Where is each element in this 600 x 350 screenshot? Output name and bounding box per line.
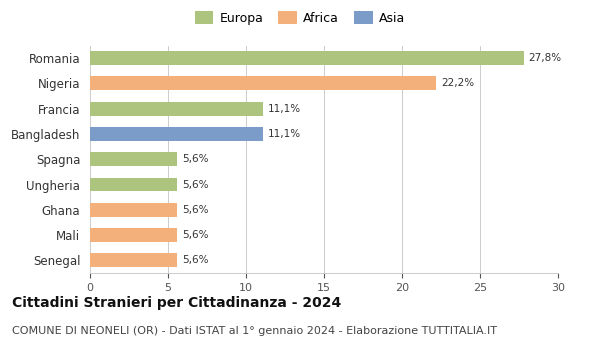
Bar: [90, 177, 178, 191]
Text: Cittadini Stranieri per Cittadinanza - 2024: Cittadini Stranieri per Cittadinanza - 2…: [12, 296, 341, 310]
Text: 27,8%: 27,8%: [529, 53, 562, 63]
Text: 11,1%: 11,1%: [268, 129, 301, 139]
Text: 11,1%: 11,1%: [268, 104, 301, 114]
Text: 5,6%: 5,6%: [182, 154, 209, 164]
Bar: [90, 152, 178, 166]
Text: 22,2%: 22,2%: [441, 78, 474, 89]
Bar: [90, 51, 524, 65]
Bar: [90, 76, 436, 90]
Bar: [90, 203, 178, 217]
Text: 5,6%: 5,6%: [182, 205, 209, 215]
Text: 5,6%: 5,6%: [182, 256, 209, 265]
Bar: [90, 228, 178, 242]
Bar: [90, 102, 263, 116]
Text: 5,6%: 5,6%: [182, 230, 209, 240]
Bar: [90, 127, 263, 141]
Text: COMUNE DI NEONELI (OR) - Dati ISTAT al 1° gennaio 2024 - Elaborazione TUTTITALIA: COMUNE DI NEONELI (OR) - Dati ISTAT al 1…: [12, 326, 497, 336]
Bar: [90, 253, 178, 267]
Legend: Europa, Africa, Asia: Europa, Africa, Asia: [190, 6, 410, 30]
Text: 5,6%: 5,6%: [182, 180, 209, 190]
